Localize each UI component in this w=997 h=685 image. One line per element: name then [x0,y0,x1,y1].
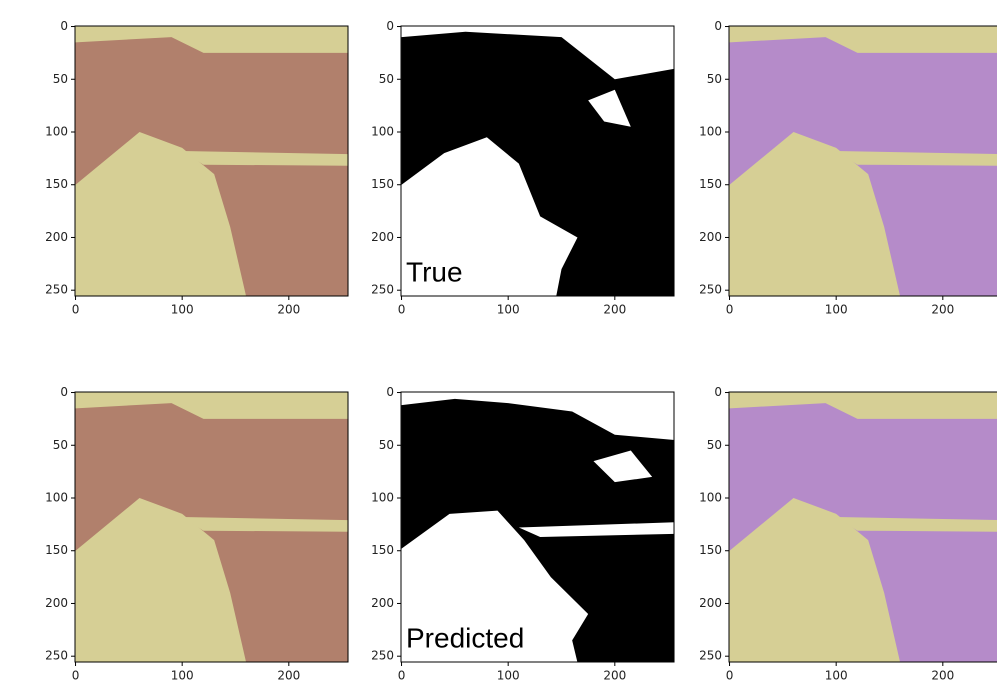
x-tick-label: 200 [277,669,300,683]
y-tick-label: 100 [45,124,68,138]
y-tick-label: 0 [386,19,394,33]
subplot: 0 50 100 150 200 250 0 100 200 [45,19,348,316]
y-tick-label: 250 [371,283,394,297]
y-tick-label: 200 [371,596,394,610]
x-tick-label: 100 [497,303,520,317]
subplot: 0 50 100 150 200 250 0 100 200 [45,385,348,682]
subplot: 0 50 100 150 200 250 0 100 200 True [371,19,674,316]
annotation: Predicted [406,622,524,653]
y-tick-label: 0 [714,385,722,399]
y-tick-label: 150 [371,543,394,557]
y-tick-label: 150 [699,177,722,191]
x-tick-label: 0 [726,303,734,317]
y-tick-label: 200 [371,230,394,244]
y-tick-label: 100 [699,124,722,138]
y-tick-label: 200 [699,230,722,244]
y-tick-label: 0 [386,385,394,399]
subplot: 0 50 100 150 200 250 0 100 200 [699,19,997,316]
x-tick-label: 200 [603,669,626,683]
x-tick-label: 200 [277,303,300,317]
y-tick-label: 150 [699,543,722,557]
y-tick-label: 50 [707,438,722,452]
y-tick-label: 100 [699,490,722,504]
x-tick-label: 0 [72,669,80,683]
x-tick-label: 0 [726,669,734,683]
x-tick-label: 0 [398,669,406,683]
y-tick-label: 0 [714,19,722,33]
y-tick-label: 150 [371,177,394,191]
y-tick-label: 100 [371,124,394,138]
x-tick-label: 200 [931,303,954,317]
subplot: 0 50 100 150 200 250 0 100 200 Predicted [371,385,674,682]
y-tick-label: 150 [45,543,68,557]
y-tick-label: 150 [45,177,68,191]
y-tick-label: 250 [45,283,68,297]
x-tick-label: 100 [825,669,848,683]
x-tick-label: 100 [497,669,520,683]
y-tick-label: 200 [45,596,68,610]
y-tick-label: 250 [699,283,722,297]
y-tick-label: 50 [707,72,722,86]
y-tick-label: 250 [371,649,394,663]
y-tick-label: 50 [53,438,68,452]
y-tick-label: 50 [379,438,394,452]
x-tick-label: 0 [398,303,406,317]
y-tick-label: 100 [45,490,68,504]
x-tick-label: 100 [825,303,848,317]
y-tick-label: 50 [379,72,394,86]
x-tick-label: 100 [171,669,194,683]
x-tick-label: 200 [931,669,954,683]
y-tick-label: 50 [53,72,68,86]
y-tick-label: 200 [699,596,722,610]
figure: 0 50 100 150 200 250 0 100 200 0 50 100 150 200 250 0 10… [0,0,997,685]
x-tick-label: 200 [603,303,626,317]
subplot: 0 50 100 150 200 250 0 100 200 [699,385,997,682]
x-tick-label: 0 [72,303,80,317]
y-tick-label: 250 [45,649,68,663]
y-tick-label: 250 [699,649,722,663]
page: 0 50 100 150 200 250 0 100 200 0 50 100 150 200 250 0 10… [0,0,997,685]
x-tick-label: 100 [171,303,194,317]
y-tick-label: 0 [60,385,68,399]
annotation: True [406,256,463,287]
y-tick-label: 200 [45,230,68,244]
y-tick-label: 0 [60,19,68,33]
y-tick-label: 100 [371,490,394,504]
